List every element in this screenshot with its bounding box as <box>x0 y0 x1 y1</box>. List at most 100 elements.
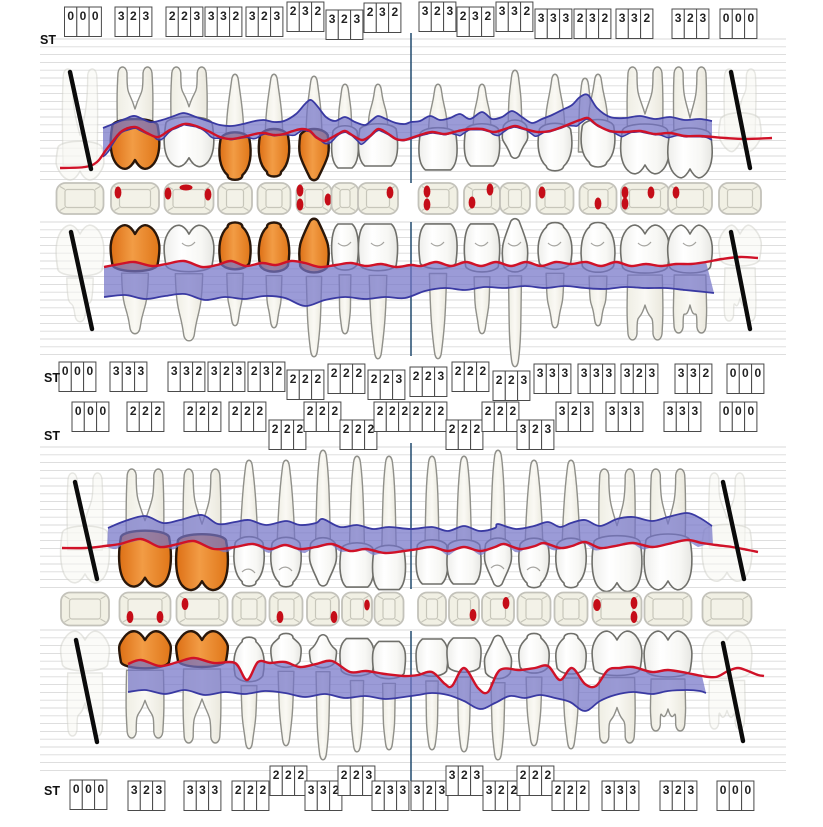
svg-text:3: 3 <box>472 9 479 23</box>
svg-text:2: 2 <box>169 9 176 23</box>
svg-text:3: 3 <box>113 364 120 378</box>
svg-text:2: 2 <box>389 404 396 418</box>
svg-text:0: 0 <box>747 11 754 25</box>
svg-text:3: 3 <box>486 783 493 797</box>
svg-text:2: 2 <box>343 422 350 436</box>
svg-text:0: 0 <box>75 404 82 418</box>
svg-text:2: 2 <box>367 422 374 436</box>
svg-text:2: 2 <box>256 404 263 418</box>
svg-text:3: 3 <box>511 4 518 18</box>
svg-text:3: 3 <box>663 783 670 797</box>
svg-text:2: 2 <box>211 404 218 418</box>
svg-text:0: 0 <box>92 9 99 23</box>
svg-text:2: 2 <box>401 404 408 418</box>
svg-text:2: 2 <box>391 5 398 19</box>
svg-text:2: 2 <box>509 404 516 418</box>
svg-text:3: 3 <box>537 366 544 380</box>
svg-text:2: 2 <box>510 783 517 797</box>
svg-text:2: 2 <box>473 422 480 436</box>
svg-text:3: 3 <box>605 366 612 380</box>
svg-text:2: 2 <box>579 783 586 797</box>
svg-text:2: 2 <box>377 404 384 418</box>
svg-text:2: 2 <box>434 4 441 18</box>
svg-text:3: 3 <box>499 4 506 18</box>
svg-text:2: 2 <box>297 768 304 782</box>
svg-text:3: 3 <box>155 783 162 797</box>
svg-text:0: 0 <box>73 782 80 796</box>
svg-text:2: 2 <box>285 768 292 782</box>
svg-text:2: 2 <box>290 372 297 386</box>
svg-text:2: 2 <box>461 768 468 782</box>
svg-text:3: 3 <box>581 366 588 380</box>
svg-text:0: 0 <box>723 404 730 418</box>
svg-text:3: 3 <box>125 364 132 378</box>
svg-text:3: 3 <box>679 404 686 418</box>
svg-text:3: 3 <box>619 11 626 25</box>
svg-text:2: 2 <box>455 364 462 378</box>
svg-text:2: 2 <box>508 373 515 387</box>
svg-text:2: 2 <box>307 404 314 418</box>
svg-text:2: 2 <box>497 404 504 418</box>
svg-text:2: 2 <box>154 404 161 418</box>
svg-text:2: 2 <box>467 364 474 378</box>
svg-text:2: 2 <box>130 9 137 23</box>
svg-text:2: 2 <box>687 11 694 25</box>
svg-text:ST: ST <box>44 784 60 798</box>
svg-text:2: 2 <box>273 768 280 782</box>
svg-text:2: 2 <box>261 9 268 23</box>
svg-text:2: 2 <box>302 372 309 386</box>
svg-text:0: 0 <box>97 782 104 796</box>
svg-text:3: 3 <box>538 11 545 25</box>
svg-text:3: 3 <box>137 364 144 378</box>
svg-text:3: 3 <box>353 12 360 26</box>
svg-text:2: 2 <box>426 783 433 797</box>
svg-text:2: 2 <box>571 404 578 418</box>
svg-text:2: 2 <box>425 369 432 383</box>
svg-text:2: 2 <box>331 404 338 418</box>
svg-text:3: 3 <box>220 9 227 23</box>
svg-text:3: 3 <box>633 404 640 418</box>
svg-text:2: 2 <box>284 422 291 436</box>
svg-text:2: 2 <box>143 783 150 797</box>
svg-text:3: 3 <box>559 404 566 418</box>
svg-text:3: 3 <box>329 12 336 26</box>
svg-text:2: 2 <box>355 422 362 436</box>
svg-text:2: 2 <box>319 404 326 418</box>
svg-text:2: 2 <box>353 768 360 782</box>
svg-text:2: 2 <box>437 404 444 418</box>
svg-text:2: 2 <box>223 364 230 378</box>
svg-text:2: 2 <box>375 783 382 797</box>
svg-text:3: 3 <box>675 11 682 25</box>
svg-text:2: 2 <box>532 768 539 782</box>
svg-text:3: 3 <box>437 369 444 383</box>
svg-text:2: 2 <box>199 404 206 418</box>
svg-text:2: 2 <box>251 364 258 378</box>
svg-text:3: 3 <box>193 9 200 23</box>
svg-text:3: 3 <box>699 11 706 25</box>
svg-text:0: 0 <box>742 366 749 380</box>
svg-text:3: 3 <box>617 783 624 797</box>
svg-text:3: 3 <box>562 11 569 25</box>
svg-text:0: 0 <box>99 404 106 418</box>
svg-text:2: 2 <box>498 783 505 797</box>
svg-text:2: 2 <box>331 366 338 380</box>
svg-text:2: 2 <box>460 9 467 23</box>
svg-text:2: 2 <box>413 369 420 383</box>
svg-text:0: 0 <box>85 782 92 796</box>
svg-text:0: 0 <box>732 783 739 797</box>
svg-text:2: 2 <box>367 5 374 19</box>
svg-text:3: 3 <box>589 11 596 25</box>
svg-text:3: 3 <box>605 783 612 797</box>
svg-text:2: 2 <box>296 422 303 436</box>
svg-text:0: 0 <box>80 9 87 23</box>
svg-text:3: 3 <box>187 783 194 797</box>
svg-text:3: 3 <box>118 9 125 23</box>
svg-text:0: 0 <box>87 404 94 418</box>
svg-text:3: 3 <box>273 9 280 23</box>
svg-text:2: 2 <box>383 372 390 386</box>
svg-text:2: 2 <box>577 11 584 25</box>
svg-text:2: 2 <box>343 366 350 380</box>
svg-text:3: 3 <box>199 783 206 797</box>
svg-text:0: 0 <box>720 783 727 797</box>
svg-text:3: 3 <box>544 422 551 436</box>
